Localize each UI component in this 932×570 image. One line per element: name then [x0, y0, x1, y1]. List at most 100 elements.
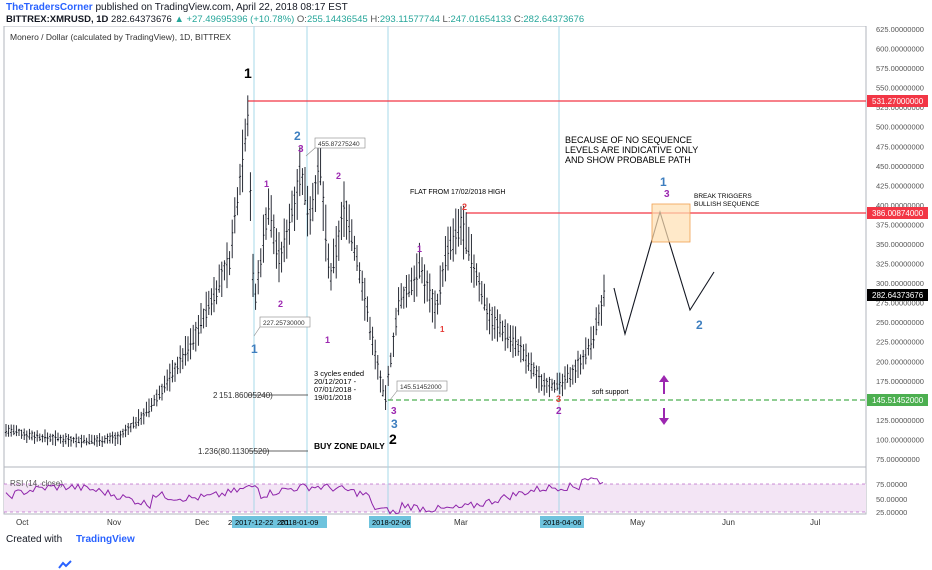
ohlc-bar	[470, 233, 473, 283]
tradingview-logo-icon	[58, 534, 72, 569]
ohlc-bar	[12, 424, 15, 436]
ohlc-bar	[363, 277, 366, 321]
ohlc-bar	[25, 430, 28, 444]
y-tick-label: 425.00000000	[876, 181, 924, 190]
y-tick-label: 200.00000000	[876, 357, 924, 366]
ohlc-bar	[210, 288, 213, 316]
date-chip	[369, 516, 411, 528]
ohlc-bar	[527, 352, 530, 371]
x-tick-label: Nov	[107, 518, 121, 527]
tradingview-link[interactable]: TradingView	[76, 534, 135, 545]
ohlc-bar	[192, 324, 195, 350]
svg-text:386.00874000: 386.00874000	[872, 209, 924, 218]
y-tick-label: 125.00000000	[876, 416, 924, 425]
ohlc-bar	[124, 424, 127, 438]
svg-text:145.51452000: 145.51452000	[400, 384, 442, 391]
ohlc-bar	[428, 273, 431, 313]
ohlc-bar	[371, 326, 374, 356]
rsi-line	[5, 477, 604, 515]
ohlc-bar	[384, 385, 387, 410]
y-tick-label: 500.00000000	[876, 123, 924, 132]
ohlc-bar	[314, 175, 317, 212]
ohlc-bar	[77, 436, 80, 444]
ohlc-bar	[275, 228, 278, 269]
ohlc-bar	[20, 429, 23, 439]
ohlc-bar	[540, 374, 543, 391]
ohlc-bar	[319, 143, 322, 186]
ohlc-bar	[259, 248, 262, 278]
ohlc-bar	[506, 323, 509, 349]
ohlc-bar	[225, 242, 229, 289]
ohlc-bar	[62, 434, 65, 447]
flat-label: FLAT FROM 17/02/2018 HIGH	[410, 189, 505, 196]
price-chart[interactable]: RSI (14, close) 75.00000 50.00000 25.000…	[0, 26, 932, 530]
ohlc-bar	[600, 295, 603, 326]
date-chip-label: 2018-01-09	[280, 518, 318, 527]
ohlc-bar	[348, 204, 351, 244]
ohlc-bar	[553, 380, 556, 393]
ohlc-bar	[485, 297, 489, 331]
ohlc-bar	[561, 373, 564, 397]
ohlc-bar	[43, 429, 47, 443]
ohlc-bar	[202, 308, 205, 329]
ohlc-bar	[545, 377, 548, 393]
svg-text:455.87275240: 455.87275240	[318, 141, 360, 148]
ohlc-bar	[38, 433, 41, 442]
price-label-current	[867, 289, 928, 301]
symbol: BITTREX:XMRUSD, 1D	[6, 14, 109, 25]
ohlc-bar	[491, 306, 494, 341]
svg-text:20/12/2017 -: 20/12/2017 -	[314, 377, 357, 386]
ohlc-bar	[548, 376, 551, 398]
fib-151-label: 151.86005240)	[219, 391, 273, 400]
ohlc-bar	[342, 181, 346, 237]
ohlc-bar	[329, 262, 333, 291]
ohlc-bar	[459, 206, 463, 245]
ohlc-bar	[257, 260, 260, 295]
ohlc-bar	[75, 433, 78, 448]
wave-label: 1	[417, 244, 422, 254]
ohlc-bar	[176, 356, 179, 375]
ohlc-bar	[127, 422, 130, 436]
rsi-tick: 50.00000	[876, 495, 907, 504]
wave-label: 1	[244, 65, 252, 81]
ohlc-bar	[254, 283, 257, 310]
wave-label: 1	[264, 179, 269, 189]
ohlc-bar	[532, 362, 535, 377]
ohlc-bar	[103, 435, 106, 444]
ohlc-bar	[543, 372, 546, 396]
ohlc-bar	[478, 272, 481, 302]
ohlc-bar	[418, 242, 421, 279]
ohlc-bar	[158, 385, 161, 400]
plot-frame	[3, 26, 867, 515]
ohlc-bar	[569, 367, 572, 388]
ohlc-bar	[30, 430, 34, 441]
ohlc-bar	[51, 433, 54, 446]
ohlc-bar	[472, 254, 476, 288]
ohlc-bar	[283, 218, 286, 263]
y-tick-label: 100.00000000	[876, 435, 924, 444]
ohlc-bar	[493, 306, 496, 339]
ohlc-bar	[309, 196, 312, 235]
wave-label: 2	[336, 171, 341, 181]
ohlc-bar	[4, 424, 8, 437]
price-label-green	[867, 394, 928, 406]
svg-text:AND SHOW PROBABLE PATH: AND SHOW PROBABLE PATH	[565, 155, 691, 165]
ohlc-bar	[439, 265, 442, 305]
created-with-text: Created with	[6, 534, 63, 545]
ohlc-bar	[420, 257, 424, 284]
author-link[interactable]: TheTradersCorner	[6, 2, 93, 13]
ohlc-bar	[114, 432, 117, 446]
ohlc-bar	[197, 314, 200, 346]
ohlc-bar	[296, 169, 299, 220]
ohlc-bar	[147, 398, 151, 418]
buy-zone-label: BUY ZONE DAILY	[314, 441, 385, 451]
wave-label: 2	[278, 299, 283, 309]
ohlc-bar	[415, 253, 418, 297]
soft-support-label: soft support	[592, 389, 629, 396]
ohlc-bar	[160, 383, 164, 401]
ohlc-bar	[535, 365, 538, 389]
ohlc-bar	[7, 424, 10, 437]
ohlc-bar	[64, 433, 67, 445]
ohlc-bar	[90, 434, 93, 444]
ohlc-bar	[426, 270, 429, 302]
